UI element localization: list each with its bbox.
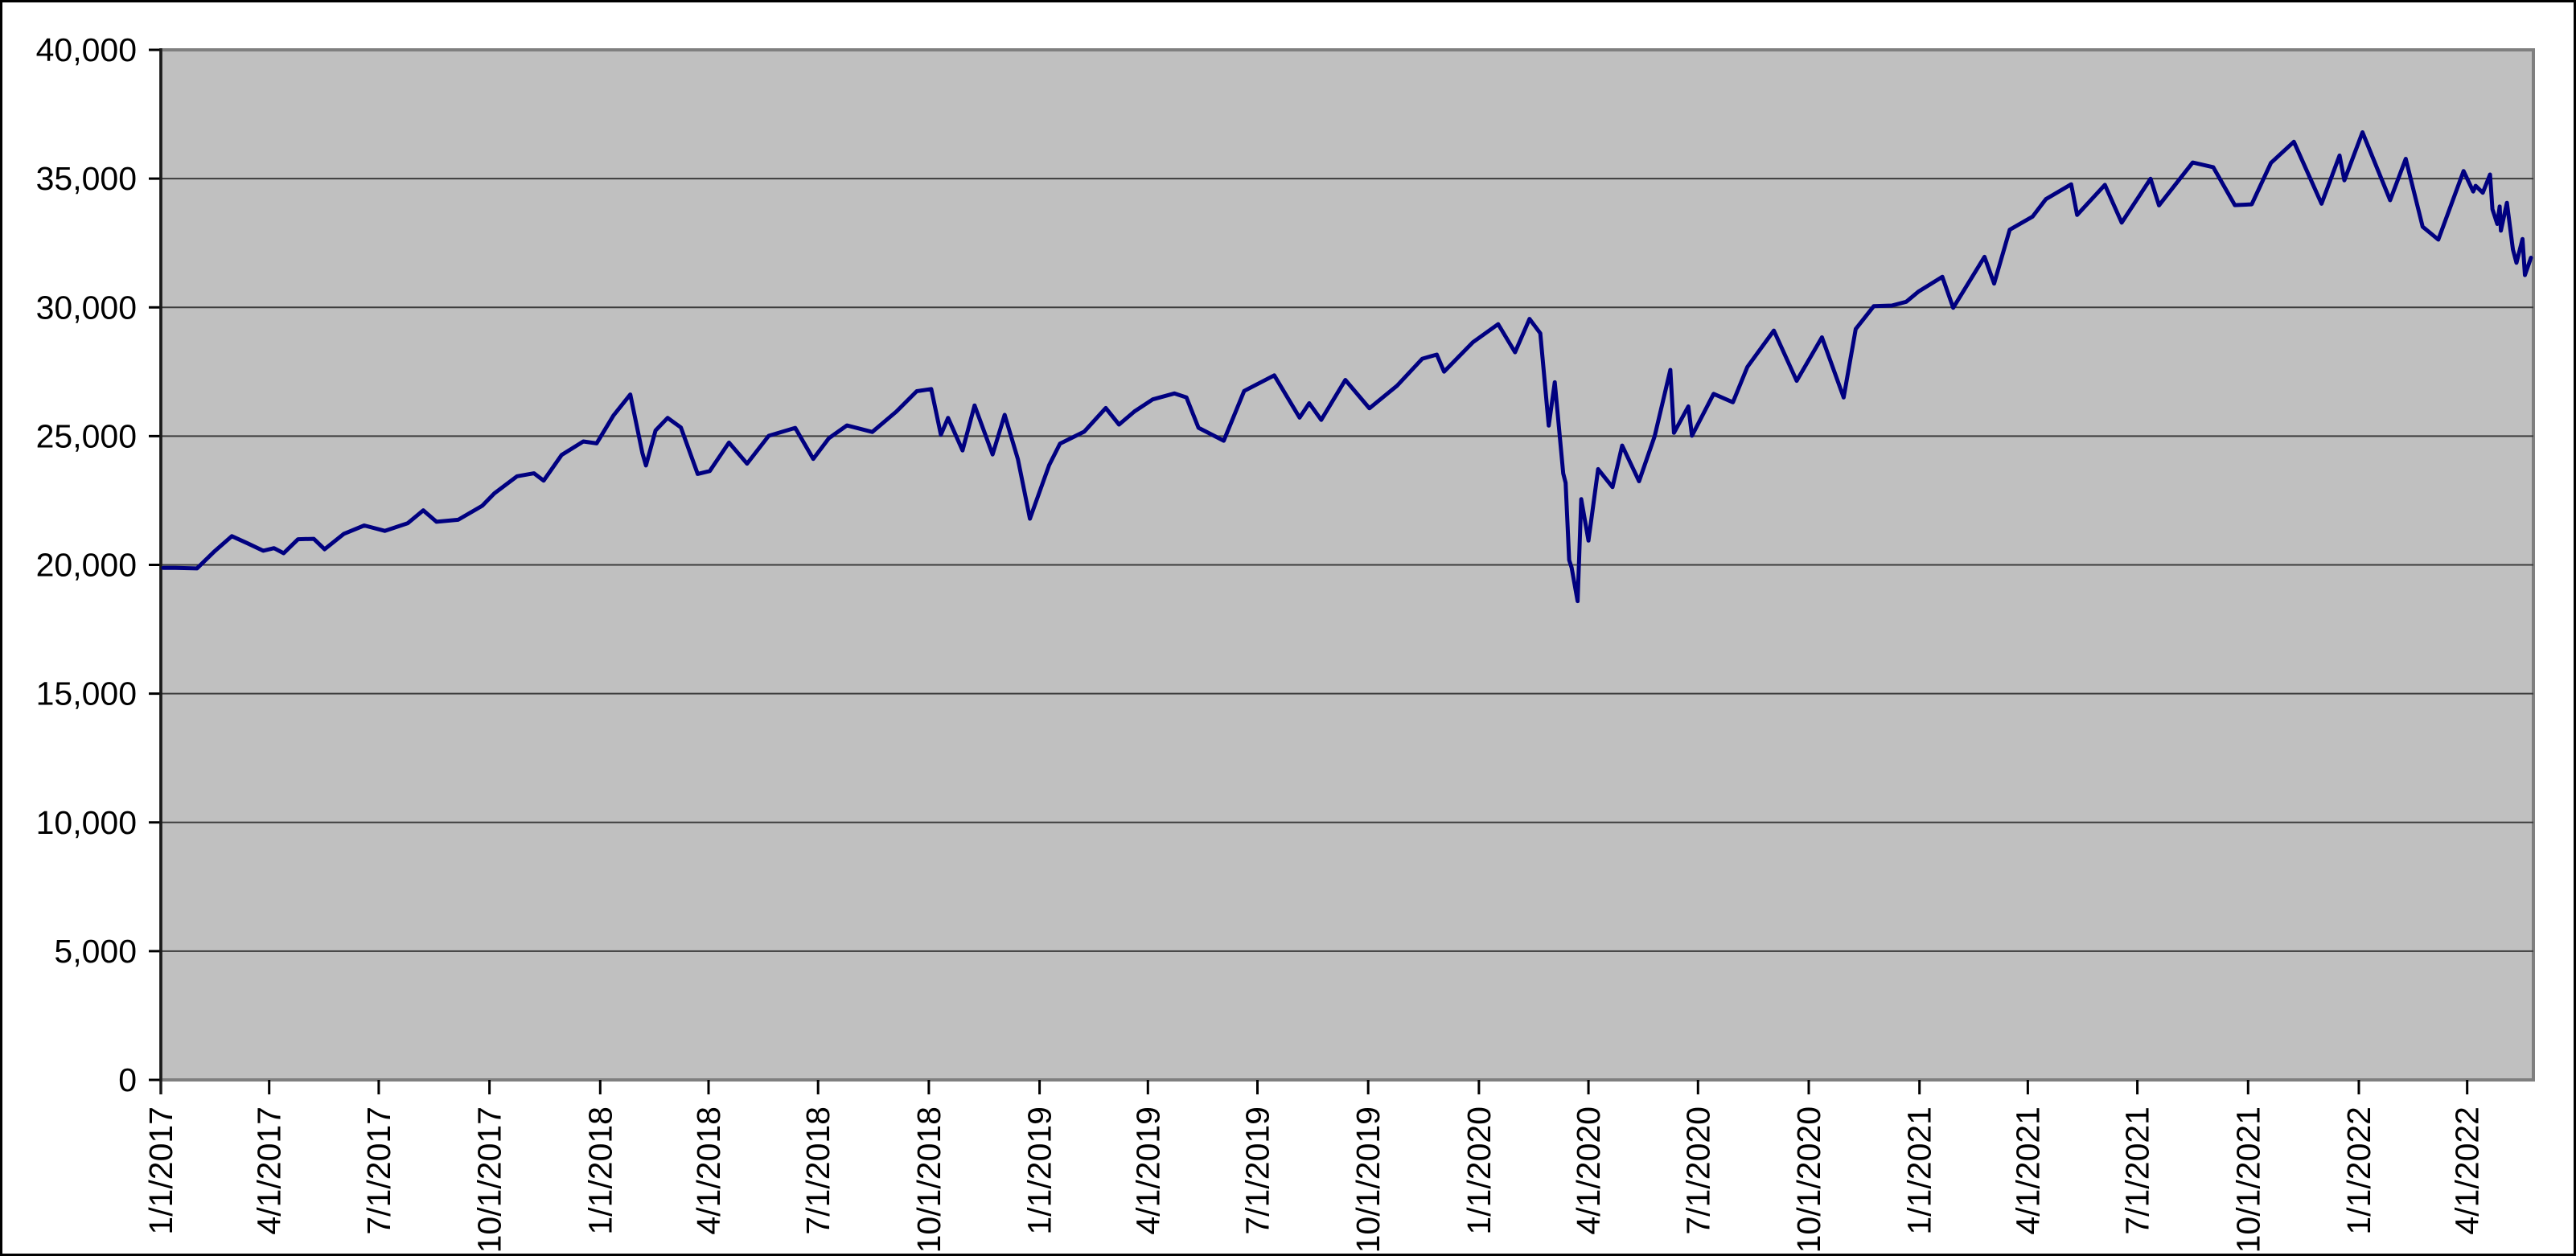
x-axis-label: 1/1/2020 — [1461, 1106, 1498, 1235]
x-axis-label: 4/1/2020 — [1570, 1106, 1607, 1235]
x-axis-label: 1/1/2021 — [1901, 1106, 1938, 1235]
y-axis-label: 40,000 — [36, 31, 137, 68]
x-axis-label: 1/1/2017 — [142, 1106, 179, 1235]
x-axis-label: 4/1/2019 — [1129, 1106, 1166, 1235]
x-axis-label: 10/1/2018 — [910, 1106, 947, 1253]
y-axis-label: 25,000 — [36, 417, 137, 454]
x-axis-label: 1/1/2018 — [581, 1106, 618, 1235]
y-axis-label: 35,000 — [36, 160, 137, 197]
x-axis-label: 7/1/2018 — [799, 1106, 836, 1235]
x-axis-label: 10/1/2017 — [471, 1106, 508, 1253]
x-axis-label: 7/1/2019 — [1239, 1106, 1276, 1235]
x-axis-label: 4/1/2022 — [2449, 1106, 2486, 1235]
y-axis-label: 30,000 — [36, 289, 137, 326]
y-axis-label: 0 — [118, 1061, 137, 1098]
x-axis-label: 7/1/2017 — [360, 1106, 397, 1235]
x-axis-label: 10/1/2021 — [2229, 1106, 2266, 1253]
x-axis-label: 10/1/2019 — [1350, 1106, 1387, 1253]
y-axis-label: 15,000 — [36, 675, 137, 712]
y-axis-label: 10,000 — [36, 804, 137, 841]
x-axis-label: 4/1/2021 — [2009, 1106, 2046, 1235]
y-axis-label: 20,000 — [36, 547, 137, 584]
x-axis-label: 1/1/2019 — [1021, 1106, 1058, 1235]
x-axis-label: 4/1/2018 — [690, 1106, 727, 1235]
series-line-djia — [161, 130, 2533, 604]
x-axis-label: 7/1/2020 — [1679, 1106, 1716, 1235]
x-axis-label: 4/1/2017 — [251, 1106, 288, 1235]
x-axis-label: 7/1/2021 — [2119, 1106, 2156, 1235]
x-axis-label: 10/1/2020 — [1790, 1106, 1827, 1253]
x-axis-label: 1/1/2022 — [2340, 1106, 2377, 1235]
y-axis-label: 5,000 — [54, 933, 137, 970]
